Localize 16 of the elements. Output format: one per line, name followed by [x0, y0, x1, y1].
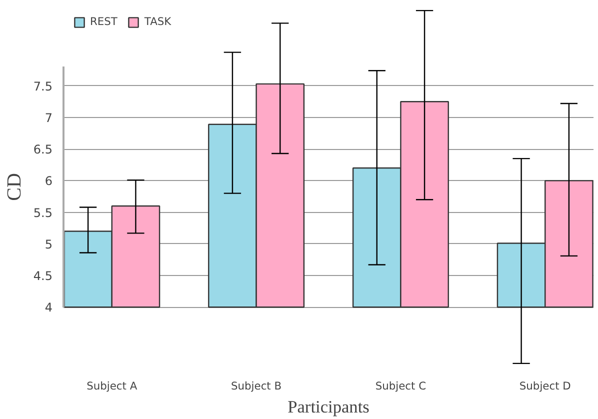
y-tick-label: 5.5 [33, 206, 53, 220]
y-tick-label: 6.5 [33, 142, 53, 157]
x-tick-label: Subject C [375, 380, 426, 392]
y-tick-label: 7.5 [33, 79, 53, 94]
y-tick-label: 7 [44, 110, 53, 125]
y-tick-label: 5 [44, 237, 53, 252]
y-tick-label: 4.5 [33, 269, 53, 284]
y-tick-label: 6 [44, 174, 53, 188]
y-tick-label: 4 [44, 300, 53, 315]
legend-label: TASK [144, 15, 172, 28]
legend-label: REST [90, 15, 118, 28]
x-axis-title: Participants [288, 398, 370, 416]
x-tick-label: Subject D [519, 380, 571, 392]
x-tick-label: Subject B [231, 380, 282, 392]
x-tick-label: Subject A [86, 380, 138, 392]
y-axis-title: CD [3, 173, 26, 201]
